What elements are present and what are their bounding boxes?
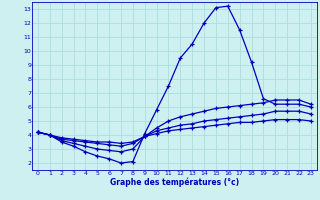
X-axis label: Graphe des températures (°c): Graphe des températures (°c) (110, 177, 239, 187)
